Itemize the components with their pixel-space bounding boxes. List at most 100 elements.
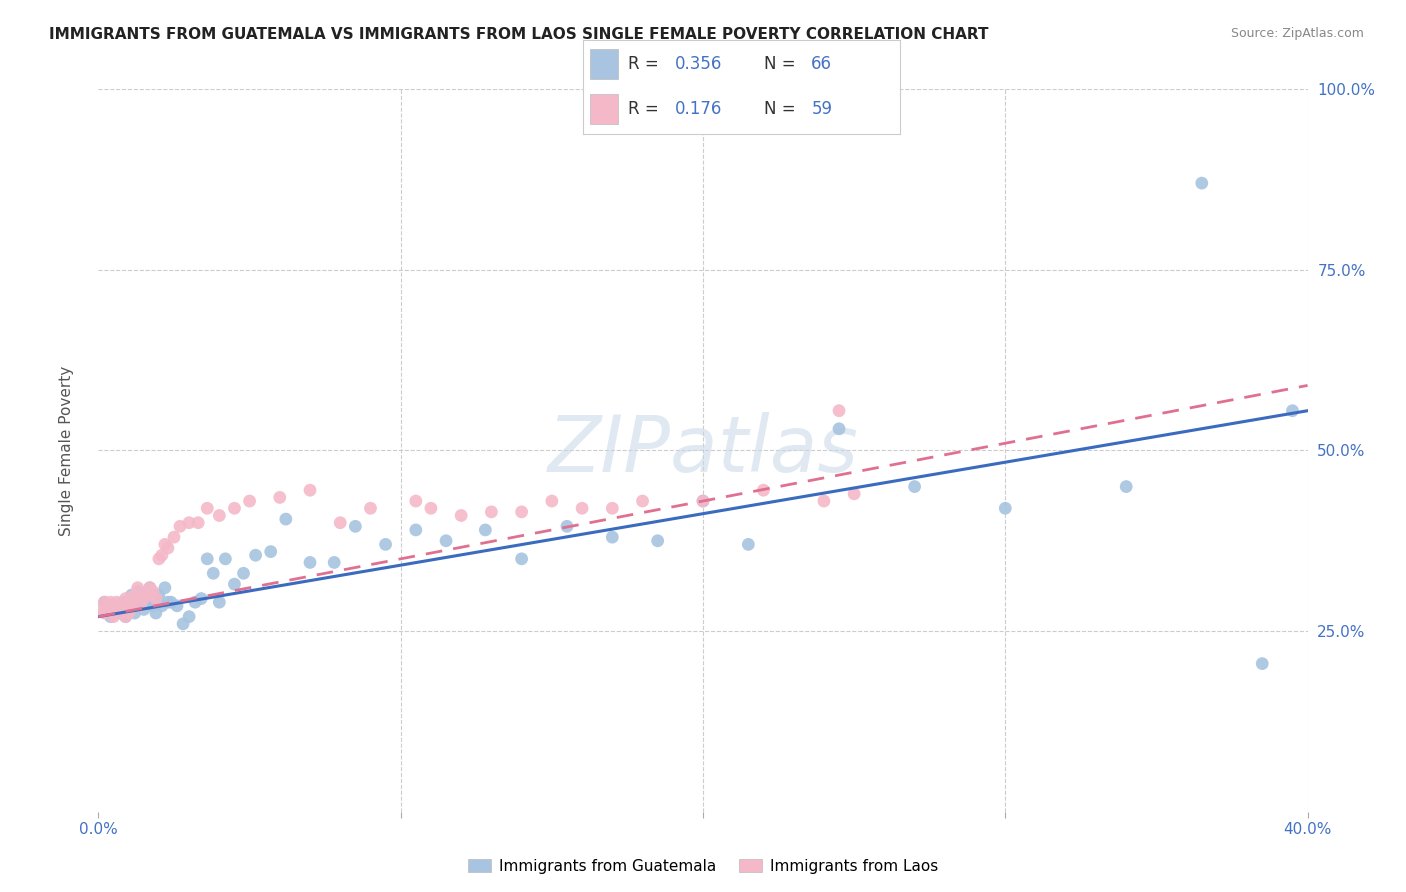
- Point: [323, 556, 346, 570]
- Text: IMMIGRANTS FROM GUATEMALA VS IMMIGRANTS FROM LAOS SINGLE FEMALE POVERTY CORRELAT: IMMIGRANTS FROM GUATEMALA VS IMMIGRANTS …: [49, 27, 988, 42]
- Point: [103, 609, 125, 624]
- Point: [232, 566, 254, 581]
- Point: [214, 551, 236, 566]
- Point: [139, 581, 162, 595]
- Point: [994, 501, 1017, 516]
- Point: [260, 544, 283, 558]
- Point: [156, 595, 179, 609]
- Point: [90, 602, 112, 616]
- Point: [118, 606, 141, 620]
- Point: [190, 591, 212, 606]
- Text: Source: ZipAtlas.com: Source: ZipAtlas.com: [1230, 27, 1364, 40]
- Point: [127, 591, 149, 606]
- Bar: [591, 48, 619, 79]
- Point: [100, 595, 122, 609]
- Text: R =: R =: [627, 55, 664, 73]
- Point: [145, 606, 167, 620]
- Point: [434, 533, 457, 548]
- Point: [93, 595, 115, 609]
- Point: [145, 591, 167, 606]
- Point: [405, 494, 427, 508]
- Point: [631, 494, 654, 508]
- Bar: [591, 94, 619, 125]
- Point: [374, 537, 396, 551]
- Point: [129, 599, 152, 613]
- Point: [1115, 480, 1137, 494]
- Point: [93, 606, 115, 620]
- Point: [166, 599, 188, 613]
- Point: [129, 599, 152, 613]
- Text: R =: R =: [627, 100, 669, 118]
- Point: [195, 551, 218, 566]
- Point: [245, 548, 267, 562]
- Point: [132, 591, 155, 606]
- Point: [828, 403, 851, 417]
- Point: [135, 588, 157, 602]
- Point: [111, 602, 134, 616]
- Point: [127, 584, 149, 599]
- Point: [737, 537, 759, 551]
- Text: 66: 66: [811, 55, 832, 73]
- Text: N =: N =: [763, 100, 800, 118]
- Point: [208, 508, 231, 523]
- Point: [813, 494, 835, 508]
- Point: [100, 609, 122, 624]
- Point: [555, 519, 578, 533]
- Point: [118, 602, 141, 616]
- Text: 0.356: 0.356: [675, 55, 723, 73]
- Point: [299, 483, 322, 498]
- Point: [450, 508, 472, 523]
- Point: [114, 606, 136, 620]
- Point: [172, 616, 194, 631]
- Point: [105, 606, 128, 620]
- Point: [100, 599, 122, 613]
- Point: [103, 599, 125, 613]
- Point: [124, 588, 146, 602]
- Point: [111, 602, 134, 616]
- Point: [510, 551, 533, 566]
- Point: [96, 606, 118, 620]
- Point: [124, 606, 146, 620]
- Point: [153, 581, 176, 595]
- Point: [274, 512, 297, 526]
- Point: [142, 584, 165, 599]
- Point: [208, 595, 231, 609]
- Point: [602, 530, 624, 544]
- Point: [828, 422, 851, 436]
- Point: [108, 602, 131, 616]
- Point: [153, 537, 176, 551]
- Point: [360, 501, 382, 516]
- Point: [344, 519, 367, 533]
- Point: [169, 519, 191, 533]
- Point: [135, 595, 157, 609]
- Point: [752, 483, 775, 498]
- Point: [103, 599, 125, 613]
- Point: [474, 523, 496, 537]
- Point: [1281, 403, 1303, 417]
- Point: [142, 599, 165, 613]
- Point: [108, 602, 131, 616]
- Point: [132, 602, 155, 616]
- Point: [1191, 176, 1213, 190]
- Point: [179, 609, 201, 624]
- Point: [179, 516, 201, 530]
- Point: [150, 548, 173, 562]
- Point: [121, 591, 143, 606]
- Point: [510, 505, 533, 519]
- Point: [420, 501, 443, 516]
- Point: [299, 556, 322, 570]
- Point: [239, 494, 262, 508]
- Point: [105, 595, 128, 609]
- Legend: Immigrants from Guatemala, Immigrants from Laos: Immigrants from Guatemala, Immigrants fr…: [463, 853, 943, 880]
- Point: [121, 588, 143, 602]
- Point: [148, 551, 170, 566]
- Point: [269, 491, 291, 505]
- Point: [121, 599, 143, 613]
- Point: [692, 494, 714, 508]
- Point: [160, 595, 183, 609]
- Point: [329, 516, 352, 530]
- Point: [405, 523, 427, 537]
- Point: [111, 599, 134, 613]
- Point: [105, 602, 128, 616]
- Point: [602, 501, 624, 516]
